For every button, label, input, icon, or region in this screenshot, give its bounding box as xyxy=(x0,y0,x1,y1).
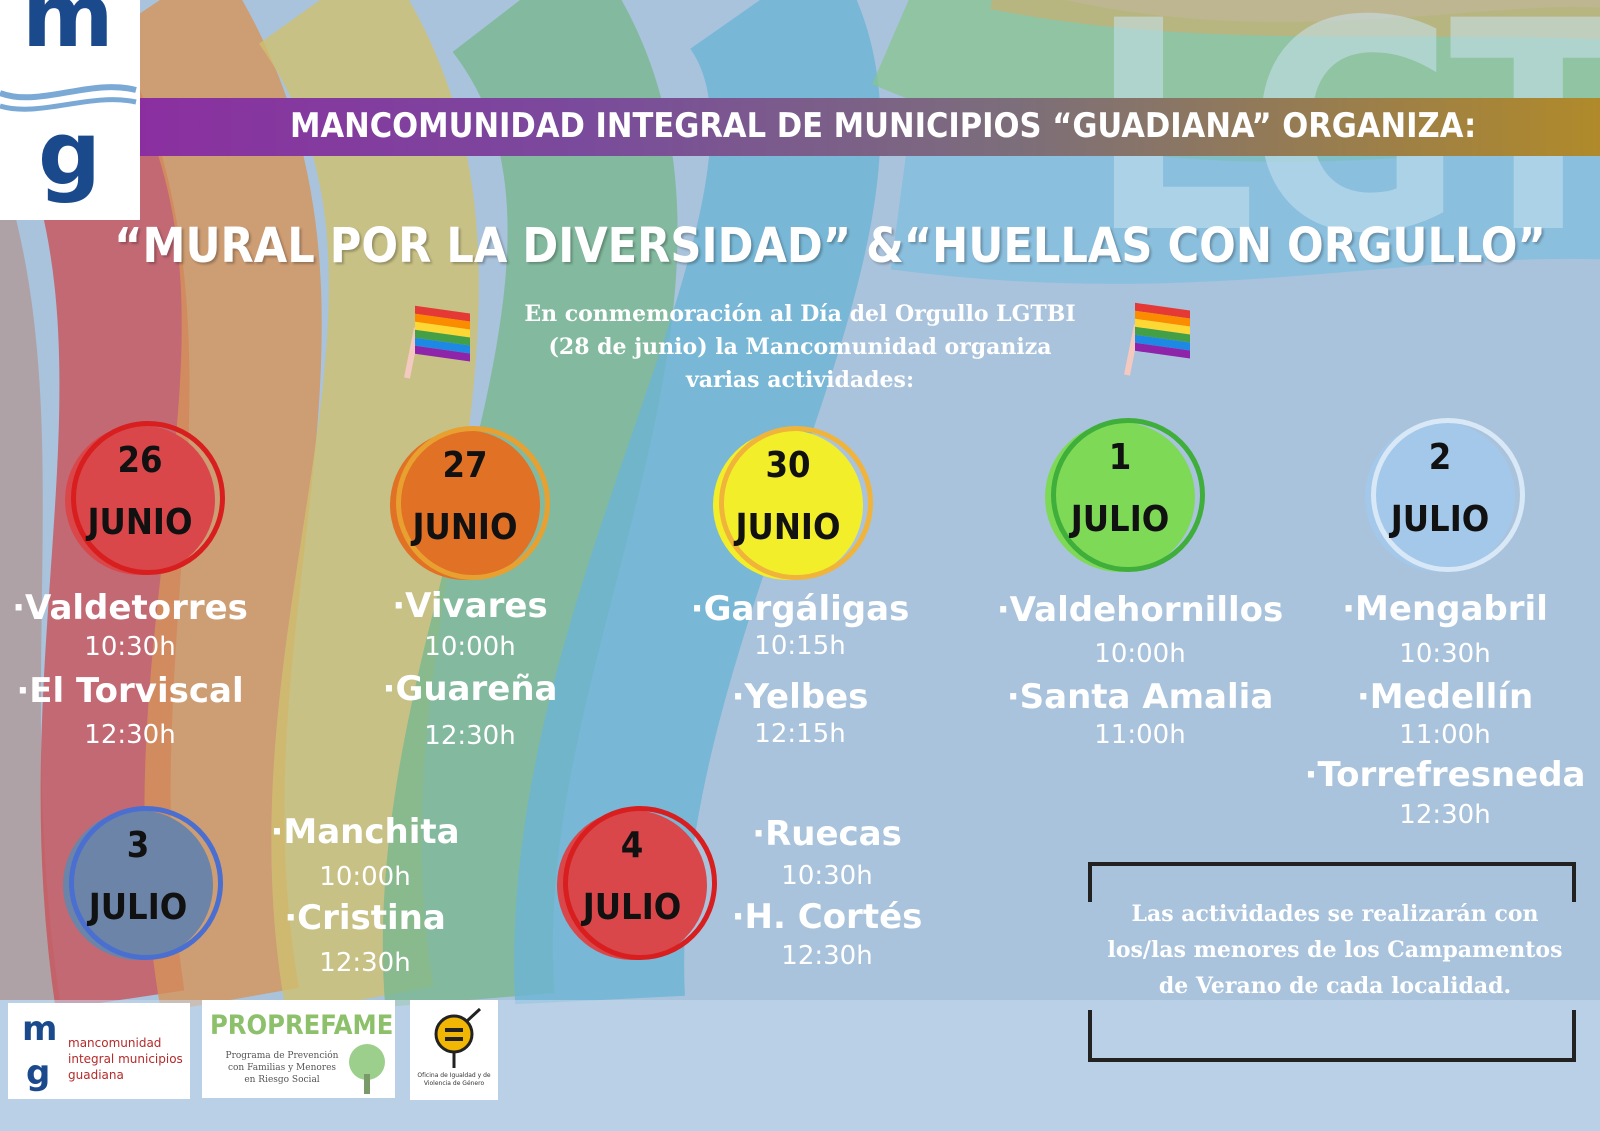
place-time: 12:30h xyxy=(781,941,873,971)
day-month: JUNIO xyxy=(735,507,841,548)
place-name: ·Medellín xyxy=(1356,677,1534,717)
day-month: JULIO xyxy=(1390,499,1490,540)
note-bracket xyxy=(1088,862,1576,902)
place-time: 10:30h xyxy=(781,861,873,891)
day-month: JUNIO xyxy=(412,507,518,548)
day-number: 26 xyxy=(117,440,163,481)
note-text: Las actividades se realizarán con los/la… xyxy=(1107,901,1563,999)
place-time: 11:00h xyxy=(1399,720,1491,750)
place-name: ·Guareña xyxy=(382,669,558,709)
place-name: ·Mengabril xyxy=(1342,589,1548,629)
day-number: 3 xyxy=(126,825,150,866)
place-time: 10:15h xyxy=(754,631,846,661)
place-time: 10:30h xyxy=(1399,639,1491,669)
day-ring xyxy=(1051,418,1205,572)
day-ring xyxy=(719,426,873,580)
logo-letter: m xyxy=(22,0,114,67)
place-time: 10:00h xyxy=(1094,639,1186,669)
day-ring xyxy=(1371,418,1525,572)
place-name: ·Torrefresneda xyxy=(1304,755,1586,795)
day-month: JULIO xyxy=(88,887,188,928)
flag-icon xyxy=(404,305,470,379)
place-name: ·H. Cortés xyxy=(731,897,923,937)
day-number: 4 xyxy=(620,825,644,866)
place-name: ·El Torviscal xyxy=(16,671,244,711)
place-name: ·Vivares xyxy=(392,586,548,626)
logo-letter: g xyxy=(38,102,101,205)
footer-text: Oficina de Igualdad y de Violencia de Gé… xyxy=(417,1072,491,1087)
day-ring xyxy=(69,806,223,960)
day-month: JULIO xyxy=(1070,499,1170,540)
place-name: ·Yelbes xyxy=(731,677,869,717)
place-time: 12:30h xyxy=(1399,800,1491,830)
footer-text: PROPREFAME xyxy=(210,1010,394,1041)
flag-icon xyxy=(1124,302,1190,376)
day-month: JUNIO xyxy=(87,502,193,543)
place-time: 12:15h xyxy=(754,719,846,749)
place-name: ·Valdetorres xyxy=(12,588,248,628)
place-time: 12:30h xyxy=(319,948,411,978)
place-time: 12:30h xyxy=(84,720,176,750)
footer-text: Programa de Prevención con Familias y Me… xyxy=(225,1051,339,1085)
logo: m g xyxy=(0,0,140,220)
place-time: 10:00h xyxy=(319,862,411,892)
footer-logo: PROPREFAME Programa de Prevención con Fa… xyxy=(202,1000,395,1098)
title: “MURAL POR LA DIVERSIDAD” &“HUELLAS CON … xyxy=(114,218,1546,274)
logo-wave xyxy=(0,84,137,112)
tree-icon xyxy=(349,1044,385,1094)
footer-logo: m g mancomunidad integral municipios gua… xyxy=(8,1003,190,1099)
logo-letter: g xyxy=(26,1053,51,1093)
day-number: 27 xyxy=(442,445,488,486)
day-month: JULIO xyxy=(582,887,682,928)
place-time: 11:00h xyxy=(1094,720,1186,750)
day-ring xyxy=(563,806,717,960)
logo-letter: m xyxy=(22,1009,58,1049)
place-time: 12:30h xyxy=(424,721,516,751)
place-time: 10:00h xyxy=(424,632,516,662)
banner: MANCOMUNIDAD INTEGRAL DE MUNICIPIOS “GUA… xyxy=(140,98,1600,156)
place-name: ·Valdehornillos xyxy=(996,590,1284,630)
footer-logo: Oficina de Igualdad y de Violencia de Gé… xyxy=(410,1000,498,1100)
place-name: ·Manchita xyxy=(270,812,460,852)
place-time: 10:30h xyxy=(84,632,176,662)
footer-text: mancomunidad integral municipios guadian… xyxy=(68,1036,183,1082)
place-name: ·Santa Amalia xyxy=(1006,677,1274,717)
place-name: ·Gargáligas xyxy=(690,589,910,629)
day-number: 1 xyxy=(1108,437,1132,478)
intro-text: En conmemoración al Día del Orgullo LGTB… xyxy=(524,301,1076,393)
note-bracket xyxy=(1088,1010,1576,1062)
banner-text: MANCOMUNIDAD INTEGRAL DE MUNICIPIOS “GUA… xyxy=(290,106,1477,146)
day-ring xyxy=(396,426,550,580)
day-number: 2 xyxy=(1428,437,1452,478)
place-name: ·Cristina xyxy=(284,898,446,938)
day-number: 30 xyxy=(765,445,811,486)
day-ring xyxy=(71,421,225,575)
equality-icon xyxy=(434,1007,482,1068)
place-name: ·Ruecas xyxy=(752,814,902,854)
